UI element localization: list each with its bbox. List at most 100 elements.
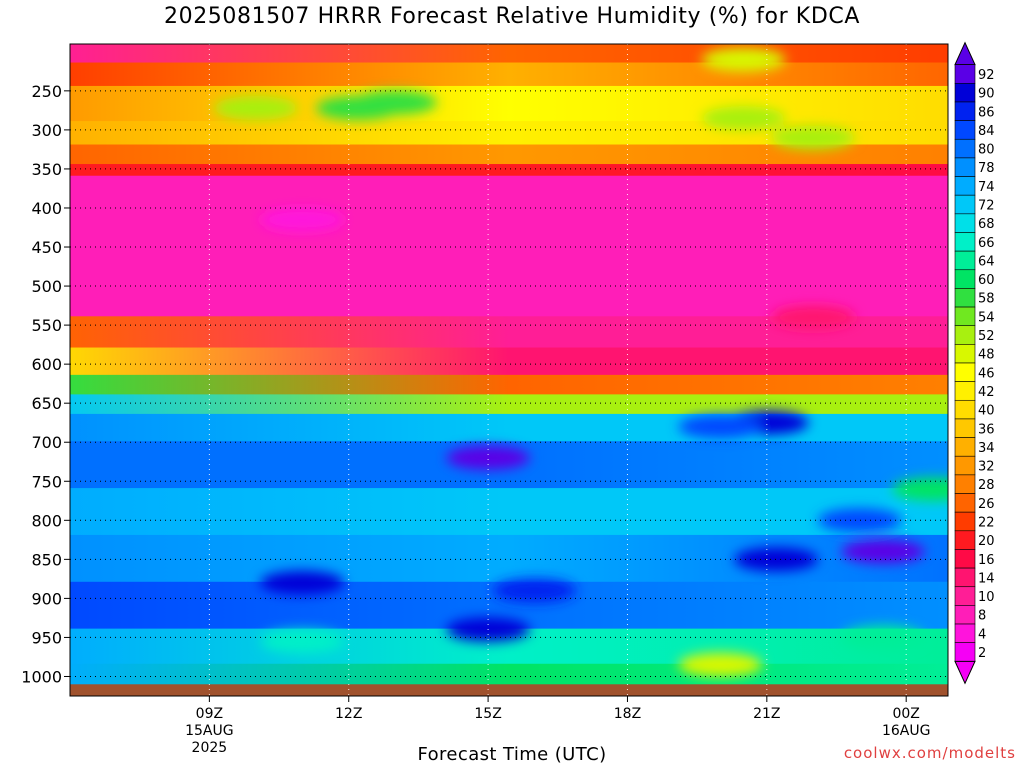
y-tick-label: 850: [31, 550, 62, 569]
y-tick-label: 750: [31, 472, 62, 491]
colorbar: 9290868480787472686664605854524846424036…: [954, 41, 995, 685]
colorbar-swatch: [954, 194, 976, 215]
rh-blob: [817, 508, 902, 533]
rh-blob: [840, 539, 925, 564]
colorbar-swatch: [954, 213, 976, 233]
grid-lines: [70, 44, 948, 696]
colorbar-swatch: [954, 362, 976, 382]
colorbar-label: 28: [978, 478, 995, 493]
x-tick-label: 21Z: [753, 706, 780, 722]
colorbar-swatch: [954, 269, 976, 289]
colorbar-swatch: [954, 64, 976, 84]
colorbar-label: 34: [978, 441, 995, 456]
rh-blob: [771, 305, 856, 330]
colorbar-swatch: [954, 455, 976, 476]
colorbar-swatch: [954, 418, 976, 438]
y-tick-label: 900: [31, 589, 62, 608]
x-tick-label: 00Z: [892, 706, 919, 722]
rh-band: [70, 394, 948, 416]
y-tick-label: 250: [31, 82, 62, 101]
rh-band: [70, 663, 948, 686]
rh-field: [70, 44, 948, 696]
rh-band: [70, 164, 948, 178]
y-tick-label: 700: [31, 433, 62, 452]
rh-band: [70, 488, 948, 537]
y-tick-label: 1000: [21, 667, 62, 686]
colorbar-label: 14: [978, 571, 995, 586]
rh-blob: [260, 629, 345, 654]
rh-blob: [260, 570, 345, 595]
y-tick-label: 550: [31, 316, 62, 335]
colorbar-label: 90: [978, 87, 995, 102]
rh-band: [70, 175, 948, 319]
colorbar-label: 92: [978, 68, 995, 83]
colorbar-swatch: [954, 493, 976, 513]
y-tick-label: 650: [31, 394, 62, 413]
colorbar-swatch: [954, 101, 976, 121]
colorbar-label: 86: [978, 105, 995, 120]
colorbar-label: 46: [978, 366, 995, 381]
colorbar-swatch: [954, 250, 976, 271]
rh-blob: [771, 125, 856, 150]
colorbar-swatch: [954, 437, 976, 457]
colorbar-arrow-bottom: [954, 660, 976, 685]
colorbar-label: 20: [978, 534, 995, 549]
credit-text: coolwx.com/modelts: [843, 744, 1016, 762]
colorbar-swatch: [954, 120, 976, 140]
colorbar-label: 16: [978, 553, 995, 568]
rh-blob: [840, 625, 925, 650]
colorbar-label: 72: [978, 199, 995, 214]
colorbar-label: 8: [978, 609, 986, 624]
colorbar-label: 66: [978, 236, 995, 251]
rh-band: [70, 85, 948, 124]
colorbar-label: 22: [978, 515, 995, 530]
colorbar-label: 26: [978, 497, 995, 512]
colorbar-label: 2: [978, 646, 986, 661]
colorbar-swatch: [954, 567, 976, 588]
colorbar-label: 48: [978, 348, 995, 363]
colorbar-arrow-top: [954, 41, 976, 66]
rh-band: [70, 44, 948, 65]
y-tick-label: 800: [31, 511, 62, 530]
y-tick-label: 300: [31, 121, 62, 140]
x-tick-label: 15AUG: [185, 723, 234, 739]
colorbar-label: 52: [978, 329, 995, 344]
colorbar-label: 58: [978, 292, 995, 307]
colorbar-swatch: [954, 288, 976, 308]
x-tick-label: 18Z: [614, 706, 641, 722]
colorbar-swatch: [954, 381, 976, 401]
colorbar-swatch: [954, 344, 976, 364]
rh-blob: [492, 578, 577, 603]
colorbar-swatch: [954, 474, 976, 494]
colorbar-swatch: [954, 83, 976, 103]
x-tick-label: 09Z: [196, 706, 223, 722]
ground-strip: [70, 684, 948, 696]
colorbar-swatch: [954, 176, 976, 196]
colorbar-label: 40: [978, 404, 995, 419]
x-axis-label: Forecast Time (UTC): [417, 744, 607, 765]
rh-band: [70, 144, 948, 167]
x-tick-label: 16AUG: [882, 723, 931, 739]
colorbar-label: 68: [978, 217, 995, 232]
colorbar-swatch: [954, 138, 976, 159]
colorbar-swatch: [954, 586, 976, 606]
rh-band: [70, 374, 948, 397]
colorbar-label: 32: [978, 460, 995, 475]
rh-blob: [446, 445, 531, 470]
rh-blob: [701, 47, 786, 72]
colorbar-label: 64: [978, 254, 995, 269]
rh-blob: [678, 414, 763, 439]
y-tick-label: 500: [31, 277, 62, 296]
colorbar-label: 42: [978, 385, 995, 400]
rh-band: [70, 534, 948, 584]
y-tick-label: 400: [31, 199, 62, 218]
colorbar-swatch: [954, 399, 976, 420]
colorbar-swatch: [954, 623, 976, 643]
rh-blob: [213, 96, 298, 121]
rh-blob: [701, 106, 786, 131]
y-tick-label: 350: [31, 160, 62, 179]
rh-band: [70, 62, 948, 88]
y-axis-ticks: 250 300 350 400 450 500 550 600 650 700 750 800 850 9…: [21, 82, 70, 686]
